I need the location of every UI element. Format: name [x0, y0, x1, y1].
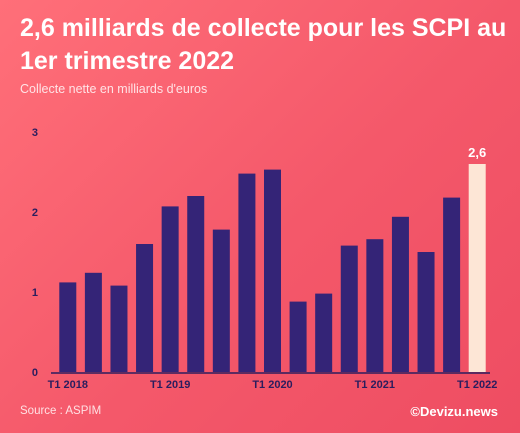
bar	[443, 197, 461, 372]
bar	[366, 239, 384, 372]
bar	[315, 293, 333, 372]
bar	[212, 229, 230, 372]
source-note: Source : ASPIM	[20, 405, 102, 417]
bar	[136, 244, 154, 372]
chart-title: 2,6 milliards de collecte pour les SCPI …	[20, 14, 507, 75]
chart-subtitle: Collecte nette en milliards d'euros	[20, 82, 208, 96]
credit-logo: ©Devizu.news	[410, 404, 498, 419]
bar	[59, 282, 77, 372]
bar	[340, 245, 358, 372]
bar-highlight	[468, 164, 486, 372]
x-tick-label: T1 2022	[457, 379, 497, 391]
x-tick-label: T1 2021	[355, 379, 395, 391]
y-tick-label: 3	[32, 127, 38, 139]
x-tick-label: T1 2020	[252, 379, 292, 391]
bar	[187, 196, 205, 372]
x-tick-label: T1 2018	[48, 379, 88, 391]
x-tick-label: T1 2019	[150, 379, 190, 391]
y-tick-label: 2	[32, 207, 38, 219]
bar	[84, 272, 102, 372]
bar	[238, 173, 256, 372]
bar	[110, 285, 128, 372]
bar	[264, 169, 281, 372]
y-tick-label: 0	[32, 367, 38, 379]
data-label-highlight: 2,6	[468, 145, 486, 160]
bar	[161, 206, 179, 372]
y-tick-label: 1	[32, 287, 38, 299]
bar	[289, 301, 307, 372]
bar	[391, 216, 409, 372]
bar	[417, 252, 435, 372]
